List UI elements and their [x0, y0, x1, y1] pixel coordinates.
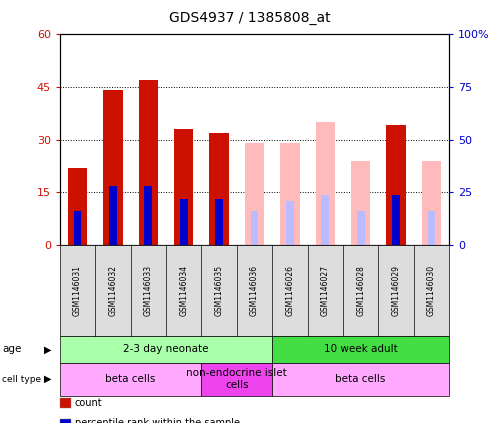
Bar	[210, 132, 229, 245]
Text: GSM1146030: GSM1146030	[427, 265, 436, 316]
Bar	[357, 212, 365, 245]
Text: ▶: ▶	[43, 344, 51, 354]
Bar	[139, 80, 158, 245]
Text: GSM1146027: GSM1146027	[321, 265, 330, 316]
Bar	[68, 168, 87, 245]
Text: 10 week adult: 10 week adult	[324, 344, 398, 354]
Bar	[280, 143, 299, 245]
Bar	[250, 212, 258, 245]
Bar	[74, 212, 81, 245]
Bar	[109, 186, 117, 245]
Text: 2-3 day neonate: 2-3 day neonate	[123, 344, 209, 354]
Bar	[422, 161, 441, 245]
Text: beta cells: beta cells	[335, 374, 386, 384]
Bar	[321, 195, 329, 245]
Text: GSM1146028: GSM1146028	[356, 265, 365, 316]
Text: GSM1146035: GSM1146035	[215, 265, 224, 316]
Text: beta cells: beta cells	[105, 374, 156, 384]
Bar	[180, 199, 188, 245]
Bar	[215, 199, 223, 245]
Text: GDS4937 / 1385808_at: GDS4937 / 1385808_at	[169, 11, 330, 25]
Text: count: count	[75, 398, 102, 408]
Text: GSM1146032: GSM1146032	[108, 265, 117, 316]
Text: age: age	[2, 344, 22, 354]
Text: percentile rank within the sample: percentile rank within the sample	[75, 418, 240, 423]
Text: GSM1146031: GSM1146031	[73, 265, 82, 316]
Bar	[286, 201, 294, 245]
Bar	[174, 129, 194, 245]
Bar	[428, 212, 435, 245]
Text: GSM1146034: GSM1146034	[179, 265, 188, 316]
Bar	[215, 201, 223, 245]
Text: GSM1146036: GSM1146036	[250, 265, 259, 316]
Bar	[210, 143, 229, 245]
Text: cell type: cell type	[2, 374, 41, 384]
Bar	[392, 195, 400, 245]
Bar	[103, 90, 123, 245]
Bar	[351, 161, 370, 245]
Text: GSM1146033: GSM1146033	[144, 265, 153, 316]
Bar	[144, 186, 152, 245]
Text: GSM1146029: GSM1146029	[392, 265, 401, 316]
Text: non-endocrine islet
cells: non-endocrine islet cells	[187, 368, 287, 390]
Bar	[245, 143, 264, 245]
Text: GSM1146026: GSM1146026	[285, 265, 294, 316]
Text: ▶: ▶	[43, 374, 51, 384]
Bar	[386, 126, 406, 245]
Bar	[315, 122, 335, 245]
